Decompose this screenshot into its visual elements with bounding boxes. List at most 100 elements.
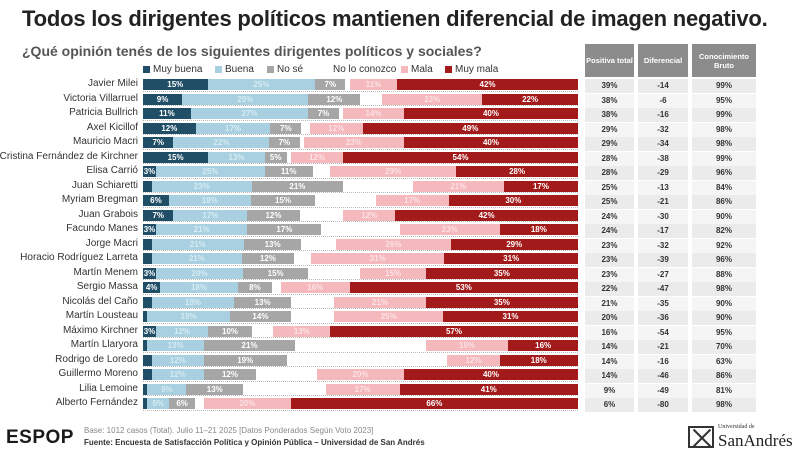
bar-stack: 15% 13% 5% 12% 54% (143, 151, 578, 163)
bar-stack: 4% 18% 8% 16% 53% (143, 282, 578, 293)
bar-segment-no-se: 12% (308, 93, 361, 105)
table-cell: -35 (638, 296, 688, 311)
table-cell: -17 (638, 224, 688, 238)
category-label: Myriam Bregman (61, 194, 138, 205)
chart-row: Máximo Kirchner 3% 12% 10% 13% 57% (0, 324, 580, 338)
bar-segment-no-lo-conozco (293, 253, 311, 264)
bar-segment-muy-buena: 6% (143, 195, 169, 206)
bar-segment-buena: 17% (195, 122, 271, 134)
bar-segment-muy-mala: 49% (362, 122, 578, 134)
bar-segment-no-lo-conozco (338, 108, 344, 119)
bar-stack: 15% 25% 7% 11% 42% (143, 79, 578, 90)
table-row: 24% -17 82% (585, 224, 757, 239)
bar-segment-mala: 25% (334, 311, 444, 322)
bar-stack: 23% 21% 21% 17% (143, 180, 578, 192)
bar-segment-mala: 19% (425, 340, 509, 351)
row-divider (143, 221, 578, 222)
bar-segment-no-se: 15% (243, 267, 309, 279)
table-cell: 24% (585, 209, 634, 224)
bar-segment-buena: 13% (147, 340, 204, 351)
bar-segment-no-lo-conozco (290, 296, 335, 308)
bar-segment-muy-mala: 18% (499, 354, 578, 366)
table-row: 23% -27 88% (585, 267, 757, 283)
chart-row: Patricia Bullrich 11% 27% 7% 14% 40% (0, 106, 580, 121)
bar-segment-mala: 31% (310, 253, 445, 264)
table-cell: 14% (585, 354, 634, 369)
row-divider (143, 105, 578, 106)
legend-item: Muy buena (143, 64, 202, 75)
table-cell: 21% (585, 296, 634, 311)
bar-segment-muy-mala: 29% (450, 238, 578, 250)
row-divider (143, 119, 578, 121)
row-divider (143, 380, 578, 382)
bar-segment-muy-buena (143, 253, 152, 264)
table-cell: -13 (638, 180, 688, 195)
table-cell: 90% (692, 311, 756, 325)
bar-segment-no-lo-conozco (343, 180, 413, 192)
row-divider (143, 395, 578, 396)
table-cell: 84% (692, 180, 756, 195)
table-row: 22% -47 98% (585, 282, 757, 297)
table-cell: -46 (638, 369, 688, 383)
bar-segment-no-se: 15% (250, 195, 316, 206)
bar-segment-no-se: 12% (242, 253, 294, 264)
bar-stack: 5% 6% 20% 66% (143, 398, 578, 409)
bar-segment-buena: 12% (151, 354, 204, 366)
bar-stack: 3% 12% 10% 13% 57% (143, 325, 578, 337)
bar-segment-mala: 12% (290, 151, 344, 163)
bar-segment-no-lo-conozco (321, 224, 400, 235)
table-cell: 98% (692, 398, 756, 412)
bar-segment-buena: 29% (182, 93, 309, 105)
bar-segment-mala: 20% (316, 369, 404, 380)
row-divider (143, 192, 578, 193)
legend-item: Buena (215, 64, 254, 75)
table-row: 25% -21 86% (585, 195, 757, 210)
chart-row: Lilia Lemoine 9% 13% 17% 41% (0, 382, 580, 396)
row-divider (143, 337, 578, 338)
bar-segment-muy-buena: 15% (143, 79, 208, 90)
bar-segment-mala: 20% (203, 398, 291, 409)
category-label: Rodrigo de Loredo (55, 353, 138, 365)
legend-swatch (215, 66, 222, 73)
bar-segment-muy-mala: 57% (330, 325, 578, 337)
table-cell: 95% (692, 325, 756, 340)
espop-logo: ESPOP (6, 427, 74, 448)
bar-segment-muy-mala: 40% (403, 137, 578, 148)
table-row: 14% -16 63% (585, 354, 757, 370)
table-cell: 14% (585, 340, 634, 354)
bar-segment-no-se: 21% (203, 340, 296, 351)
table-cell: -32 (638, 122, 688, 137)
legend-swatch (401, 66, 408, 73)
table-row: 28% -38 99% (585, 151, 757, 167)
legend-label: Buena (225, 64, 254, 75)
bar-segment-no-se: 21% (251, 180, 344, 192)
table-cell: 38% (585, 93, 634, 108)
bar-segment-no-lo-conozco (312, 166, 331, 177)
bar-segment-mala: 23% (382, 93, 483, 105)
table-cell: 86% (692, 369, 756, 383)
bar-segment-muy-buena: 15% (143, 151, 209, 163)
category-label: Martín Menem (73, 266, 138, 278)
row-divider (143, 177, 578, 179)
footer-source: Fuente: Encuesta de Satisfacción Polític… (84, 438, 425, 447)
bar-segment-mala: 17% (375, 195, 449, 206)
table-row: 20% -36 90% (585, 311, 757, 326)
bar-segment-no-se: 10% (208, 325, 252, 337)
bar-segment-muy-buena: 3% (143, 224, 157, 235)
bar-segment-muy-mala: 40% (403, 108, 578, 119)
table-row: 6% -80 98% (585, 398, 757, 413)
table-cell: 23% (585, 267, 634, 282)
bar-segment-buena: 20% (156, 267, 244, 279)
bar-stack: 7% 17% 12% 12% 42% (143, 209, 578, 221)
table-cell: 9% (585, 383, 634, 398)
bar-stack: 9% 13% 17% 41% (143, 383, 578, 395)
chart-row: Elisa Carrió 3% 25% 11% 29% 28% (0, 164, 580, 179)
bar-segment-muy-mala: 40% (403, 369, 578, 380)
table-cell: 96% (692, 166, 756, 180)
bar-segment-no-lo-conozco (272, 282, 281, 293)
legend-label: No lo conozco (333, 64, 397, 75)
table-row: 23% -32 92% (585, 238, 757, 254)
bar-segment-muy-mala: 18% (499, 224, 578, 235)
category-label: Javier Milei (87, 78, 138, 89)
table-row: 14% -46 86% (585, 369, 757, 384)
